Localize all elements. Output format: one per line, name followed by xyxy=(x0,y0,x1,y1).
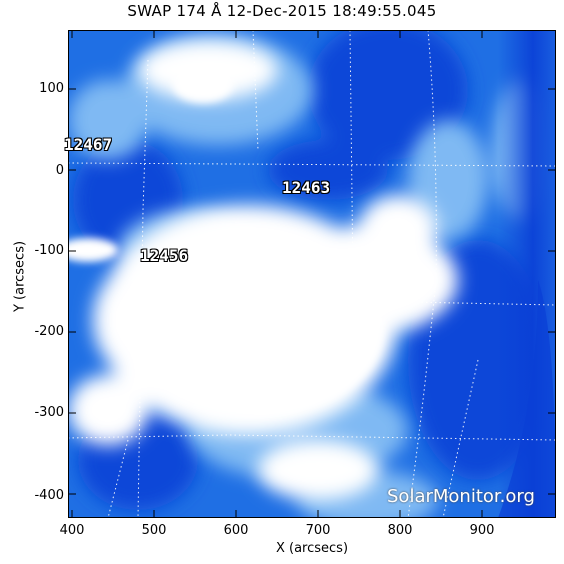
y-tick-label: -400 xyxy=(34,488,64,503)
solarmonitor-watermark: SolarMonitor.org xyxy=(387,486,535,507)
solar-euv-image xyxy=(68,30,556,518)
x-tick-label: 600 xyxy=(223,523,249,538)
region-label-12467: 12467 xyxy=(64,135,113,154)
y-tick-label: -300 xyxy=(34,405,64,420)
y-tick-label: -200 xyxy=(34,324,64,339)
y-tick-label: 0 xyxy=(55,163,64,178)
y-tick-label: 100 xyxy=(39,81,64,96)
x-tick-label: 800 xyxy=(387,523,413,538)
x-tick-label: 900 xyxy=(469,523,495,538)
x-tick-label: 700 xyxy=(305,523,331,538)
y-tick-label: -100 xyxy=(34,243,64,258)
image-title: SWAP 174 Å 12-Dec-2015 18:49:55.045 xyxy=(127,2,437,20)
region-label-12456: 12456 xyxy=(140,246,189,265)
region-label-12463: 12463 xyxy=(282,178,331,197)
solar-image-frame: 12467 12463 12456 xyxy=(64,30,556,518)
x-axis-label: X (arcsecs) xyxy=(275,541,349,556)
x-tick-label: 500 xyxy=(141,523,167,538)
x-tick-label: 400 xyxy=(59,523,85,538)
